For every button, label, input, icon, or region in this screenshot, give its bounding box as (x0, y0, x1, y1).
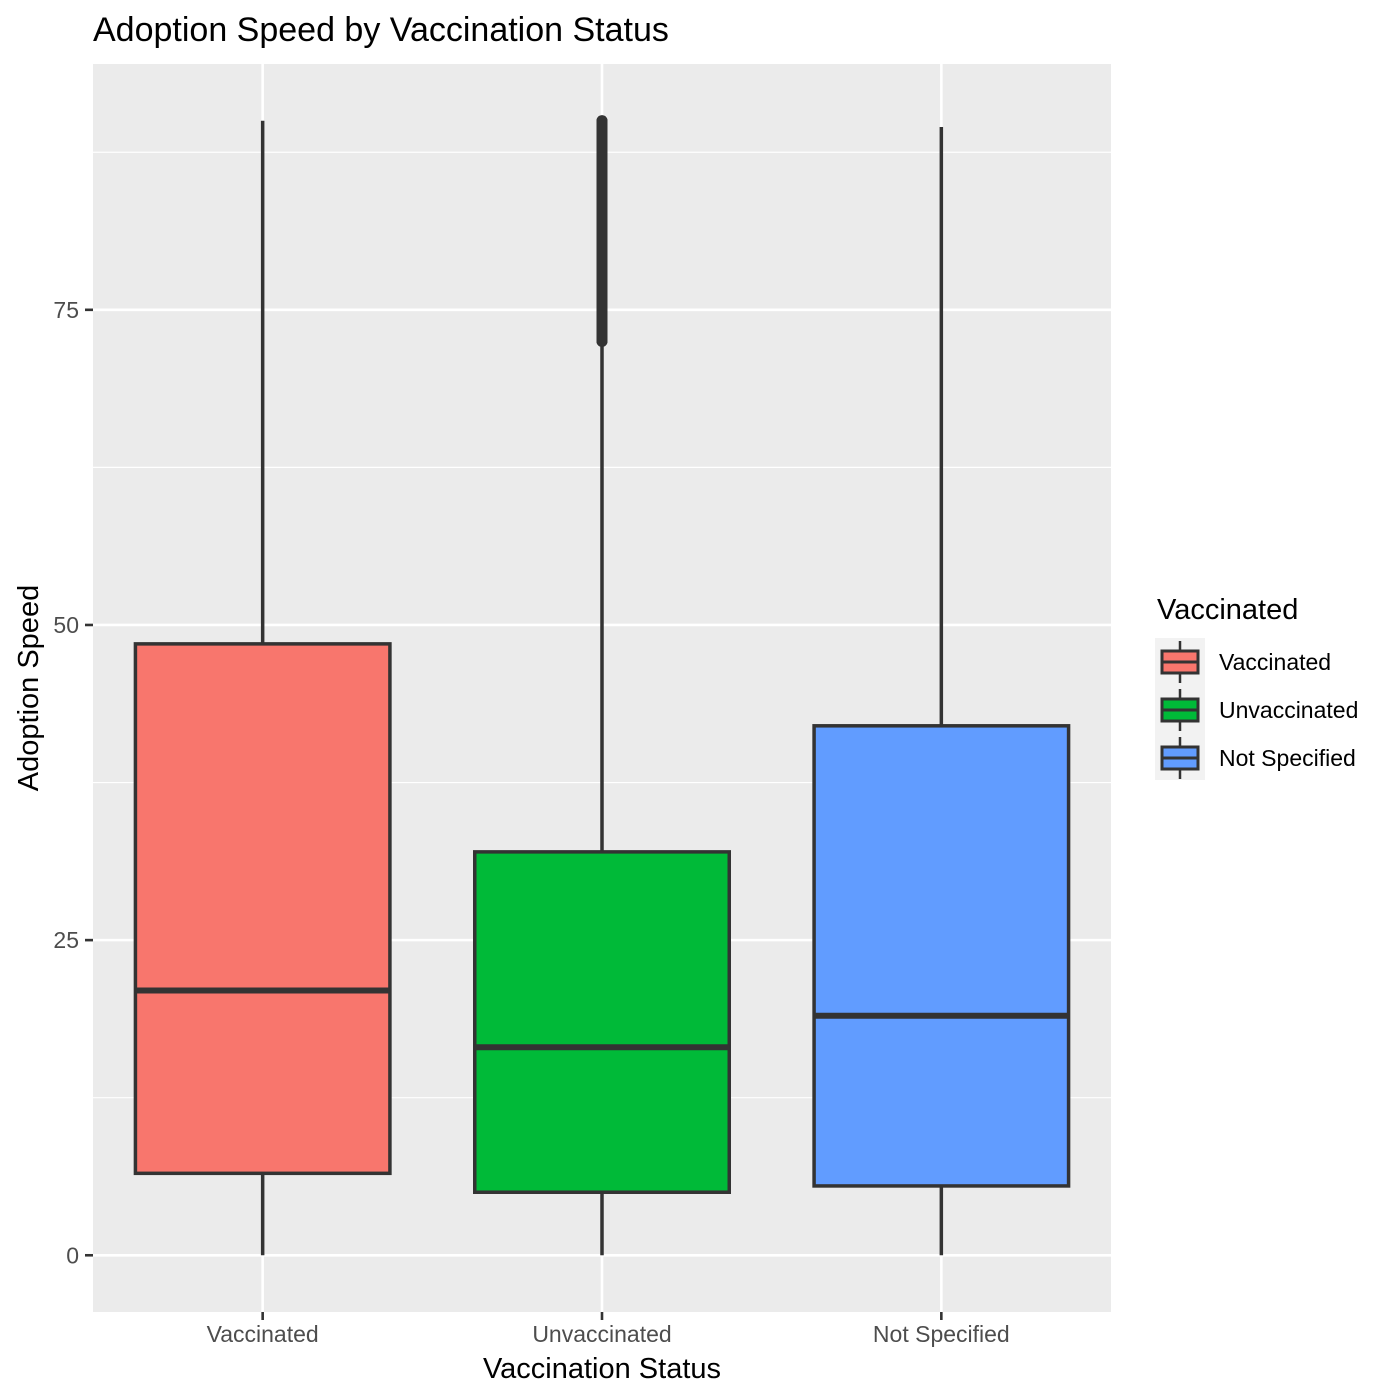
x-axis: Vaccinated Unvaccinated Not Specified (207, 1312, 1010, 1347)
y-tick-label: 50 (53, 612, 79, 638)
chart-title: Adoption Speed by Vaccination Status (93, 11, 669, 49)
legend-label: Unvaccinated (1219, 697, 1358, 723)
x-tick-label: Vaccinated (207, 1321, 319, 1347)
y-axis-title: Adoption Speed (13, 585, 45, 791)
y-tick-label: 0 (66, 1242, 79, 1268)
legend-item-vaccinated: Vaccinated (1160, 641, 1331, 683)
box-iqr (473, 850, 731, 1194)
legend-label: Not Specified (1219, 745, 1356, 771)
box-vaccinated (133, 120, 392, 1256)
y-tick-label: 25 (53, 927, 79, 953)
legend-item-not-specified: Not Specified (1160, 737, 1356, 779)
x-tick-label: Unvaccinated (532, 1321, 671, 1347)
y-axis: 0 25 50 75 (53, 297, 93, 1268)
legend-title: Vaccinated (1157, 594, 1298, 626)
x-axis-title: Vaccination Status (483, 1353, 721, 1385)
box-iqr (812, 724, 1071, 1188)
box-iqr (133, 642, 392, 1176)
y-tick-label: 75 (53, 297, 79, 323)
box-not-specified (812, 127, 1071, 1256)
boxes (133, 115, 1071, 1256)
legend-item-unvaccinated: Unvaccinated (1160, 689, 1358, 731)
x-tick-label: Not Specified (873, 1321, 1010, 1347)
legend: Vaccinated Vaccinated Unvaccinated Not Spe… (1155, 594, 1358, 780)
legend-label: Vaccinated (1219, 649, 1331, 675)
box-unvaccinated (473, 115, 731, 1256)
